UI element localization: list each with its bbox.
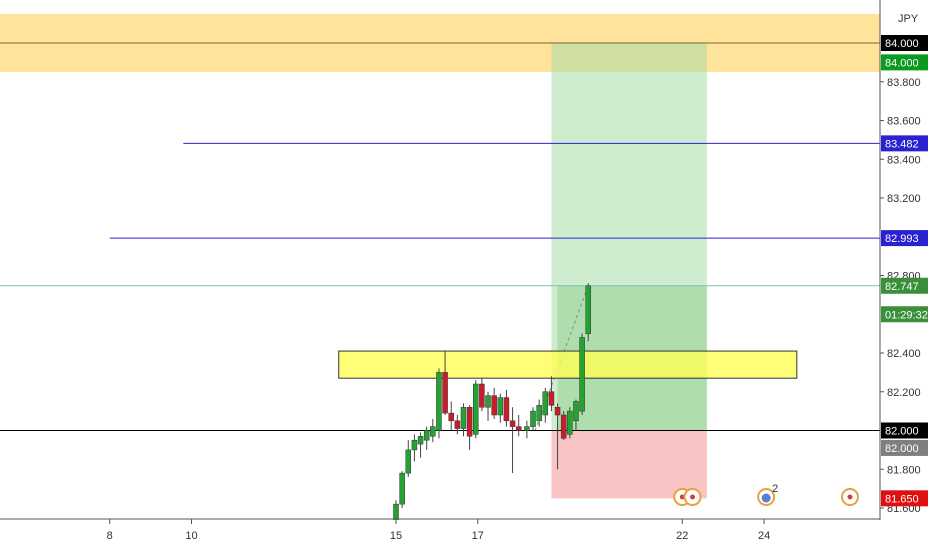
event-marker-dot [690,494,696,500]
price-axis-ticks: 84.70083.80083.60083.40083.20082.80082.4… [880,77,921,515]
price-badge [881,135,928,152]
candle [423,430,430,441]
event-marker-dot [847,494,853,500]
price-tick-label: 83.800 [887,77,921,89]
candle [491,395,497,416]
candle [503,397,510,422]
price-badge [881,35,928,51]
price-badge [881,277,928,294]
candle [585,285,591,334]
candle [405,449,412,474]
demand-zone[interactable] [338,350,798,379]
time-axis-background [0,520,932,550]
price-badge-label: 82.000 [885,426,919,438]
price-badge [881,230,928,247]
price-badge-label: 81.650 [885,493,919,505]
candle [466,407,473,437]
price-badge [881,306,928,323]
price-badge [881,422,928,439]
candle [473,383,479,435]
ideas-count: 2 [772,483,778,495]
price-badge [881,439,928,456]
price-badges: 84.000 84.000 83.482 82.993 82.747 01:29:32 82… [881,35,928,507]
time-tick-label: 22 [676,530,688,542]
candle [442,372,448,414]
candle [479,383,485,408]
stop-loss-zone[interactable] [551,430,707,499]
price-badge-label: 84.000 [885,38,919,50]
price-badge-label: 82.993 [885,233,919,245]
price-badge-label: 82.747 [885,281,919,293]
avatar-icon [761,493,771,503]
price-tick-label: 83.400 [887,154,921,166]
price-badge-label: 82.000 [885,443,919,455]
price-badge [881,490,928,507]
price-tick-label: 81.800 [887,464,921,476]
candle [524,426,530,431]
event-marker-dot [679,494,685,500]
currency-label: JPY [898,13,919,25]
candle [548,391,555,406]
candle [530,410,536,427]
candle [411,439,418,451]
price-tick-label: 83.600 [887,116,921,128]
candle [417,436,424,445]
time-axis-ticks: 381015172224Mar [107,519,770,542]
candle [560,414,567,439]
event-markers[interactable]: 2 [673,483,859,506]
candle [579,337,585,412]
candle [567,410,573,435]
time-tick-label: 17 [472,530,484,542]
candle [573,401,579,422]
candle [454,420,461,429]
candle [485,395,491,408]
candle [542,391,549,416]
price-tick-label: 83.200 [887,193,921,205]
time-tick-label: 15 [390,530,402,542]
candle [515,426,522,431]
price-badge-label: 01:29:32 [885,309,928,321]
candle [448,412,454,422]
candle [436,372,442,431]
candle [460,407,467,429]
time-tick-label: 8 [107,530,113,542]
candle [536,405,542,422]
price-badge-label: 84.000 [885,57,919,69]
price-tick-label: 82.400 [887,348,921,360]
candle [430,426,436,437]
price-badge-label: 83.482 [885,138,919,150]
time-tick-label: 24 [758,530,770,542]
candle [509,420,516,427]
horizontal-lines [0,42,880,431]
price-axis-background [880,0,932,550]
candle [399,472,405,505]
candle [554,407,561,416]
candle [497,397,504,416]
price-badge [881,54,928,71]
time-tick-label: 10 [185,530,197,542]
price-tick-label: 82.200 [887,387,921,399]
